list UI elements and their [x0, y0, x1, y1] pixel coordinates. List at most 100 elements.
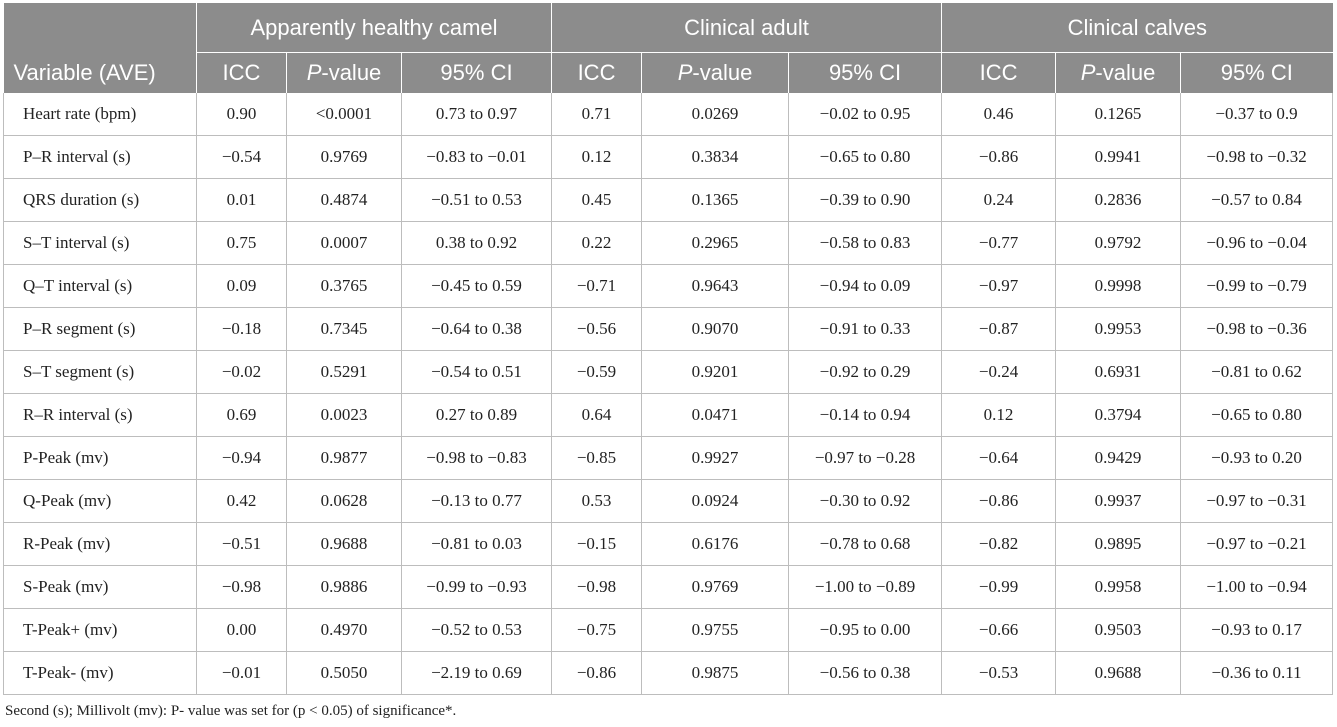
cell-healthy-ci: −0.13 to 0.77 [400, 479, 553, 523]
cell-healthy-icc: 0.75 [196, 221, 287, 265]
cell-variable: S–T interval (s) [3, 221, 197, 265]
cell-clinical-adult-icc: 0.53 [551, 479, 643, 523]
cell-clinical-calves-ci: −0.81 to 0.62 [1180, 350, 1334, 394]
cell-clinical-adult-ci: −0.58 to 0.83 [788, 221, 943, 265]
cell-clinical-calves-ci: −1.00 to −0.94 [1180, 565, 1334, 609]
table-row: Q-Peak (mv) 0.42 0.0628 −0.13 to 0.77 0.53 0.… [3, 479, 1334, 523]
table-row: T-Peak- (mv) −0.01 0.5050 −2.19 to 0.69 −0.8… [3, 651, 1334, 695]
cell-clinical-adult-icc: −0.59 [551, 350, 643, 394]
group-header-clinical-calves: Clinical calves [941, 3, 1333, 53]
cell-clinical-calves-p-value: 0.9688 [1055, 651, 1182, 695]
cell-healthy-icc: −0.18 [196, 307, 287, 351]
cell-clinical-adult-p-value: 0.9755 [641, 608, 790, 652]
cell-variable: P-Peak (mv) [3, 436, 197, 480]
cell-clinical-adult-ci: −0.14 to 0.94 [788, 393, 943, 437]
cell-clinical-calves-ci: −0.37 to 0.9 [1180, 93, 1334, 136]
cell-healthy-ci: −0.45 to 0.59 [400, 264, 553, 308]
table-row: S–T interval (s) 0.75 0.0007 0.38 to 0.92 0.… [3, 221, 1334, 265]
cell-clinical-adult-ci: −0.78 to 0.68 [788, 522, 943, 566]
cell-clinical-adult-p-value: 0.3834 [641, 135, 790, 179]
header-blank-cell [3, 3, 197, 53]
cell-clinical-adult-p-value: 0.9769 [641, 565, 790, 609]
table-row: QRS duration (s) 0.01 0.4874 −0.51 to 0.53 0… [3, 178, 1334, 222]
cell-healthy-icc: −0.51 [196, 522, 287, 566]
cell-healthy-p-value: 0.4874 [286, 178, 402, 222]
cell-clinical-adult-p-value: 0.9070 [641, 307, 790, 351]
column-header-icc: ICC [941, 52, 1056, 93]
cell-healthy-icc: 0.69 [196, 393, 287, 437]
cell-clinical-adult-ci: −0.56 to 0.38 [788, 651, 943, 695]
cell-clinical-calves-icc: 0.12 [941, 393, 1057, 437]
cell-variable: S-Peak (mv) [3, 565, 197, 609]
column-header-variable: Variable (AVE) [3, 52, 197, 93]
cell-clinical-adult-ci: −0.39 to 0.90 [788, 178, 943, 222]
cell-variable: R-Peak (mv) [3, 522, 197, 566]
cell-variable: R–R interval (s) [3, 393, 197, 437]
cell-healthy-ci: −0.64 to 0.38 [400, 307, 553, 351]
cell-clinical-adult-icc: 0.64 [551, 393, 643, 437]
cell-healthy-icc: −0.01 [196, 651, 287, 695]
cell-variable: S–T segment (s) [3, 350, 197, 394]
cell-clinical-calves-p-value: 0.9953 [1055, 307, 1182, 351]
cell-clinical-calves-ci: −0.97 to −0.21 [1180, 522, 1334, 566]
cell-healthy-ci: −2.19 to 0.69 [400, 651, 553, 695]
column-header-icc: ICC [196, 52, 287, 93]
cell-clinical-calves-ci: −0.99 to −0.79 [1180, 264, 1334, 308]
table-row: P-Peak (mv) −0.94 0.9877 −0.98 to −0.83 −0.8… [3, 436, 1334, 480]
p-italic-label: P [677, 60, 693, 85]
cell-clinical-adult-icc: −0.98 [551, 565, 643, 609]
cell-clinical-adult-p-value: 0.9643 [641, 264, 790, 308]
p-italic-label: P [306, 60, 322, 85]
cell-healthy-p-value: 0.3765 [286, 264, 402, 308]
cell-variable: T-Peak- (mv) [3, 651, 197, 695]
cell-healthy-ci: 0.38 to 0.92 [400, 221, 553, 265]
cell-clinical-adult-icc: 0.45 [551, 178, 643, 222]
cell-healthy-ci: −0.51 to 0.53 [400, 178, 553, 222]
cell-healthy-icc: −0.94 [196, 436, 287, 480]
table-row: T-Peak+ (mv) 0.00 0.4970 −0.52 to 0.53 −0.75… [3, 608, 1334, 652]
cell-clinical-adult-p-value: 0.0269 [641, 93, 790, 136]
cell-clinical-adult-ci: −1.00 to −0.89 [788, 565, 943, 609]
cell-healthy-icc: 0.09 [196, 264, 287, 308]
cell-clinical-adult-p-value: 0.1365 [641, 178, 790, 222]
column-header-ci: 95% CI [1180, 52, 1333, 93]
cell-variable: P–R interval (s) [3, 135, 197, 179]
cell-clinical-adult-ci: −0.91 to 0.33 [788, 307, 943, 351]
cell-clinical-calves-ci: −0.98 to −0.32 [1180, 135, 1334, 179]
cell-clinical-calves-icc: −0.66 [941, 608, 1057, 652]
p-value-suffix: -value [692, 60, 753, 85]
cell-healthy-p-value: 0.0023 [286, 393, 402, 437]
cell-clinical-adult-icc: 0.22 [551, 221, 643, 265]
cell-clinical-calves-icc: 0.24 [941, 178, 1057, 222]
cell-healthy-ci: −0.54 to 0.51 [400, 350, 553, 394]
cell-clinical-calves-ci: −0.98 to −0.36 [1180, 307, 1334, 351]
cell-variable: QRS duration (s) [3, 178, 197, 222]
cell-healthy-ci: −0.99 to −0.93 [400, 565, 553, 609]
cell-clinical-adult-ci: −0.30 to 0.92 [788, 479, 943, 523]
cell-variable: Q–T interval (s) [3, 264, 197, 308]
cell-clinical-calves-p-value: 0.9429 [1055, 436, 1182, 480]
column-header-row: Variable (AVE) ICC P-value 95% CI ICC P-… [3, 52, 1333, 93]
cell-clinical-calves-p-value: 0.9958 [1055, 565, 1182, 609]
table-row: P–R segment (s) −0.18 0.7345 −0.64 to 0.38−… [3, 307, 1334, 351]
cell-healthy-icc: 0.42 [196, 479, 287, 523]
cell-clinical-adult-icc: 0.12 [551, 135, 643, 179]
cell-clinical-adult-icc: −0.86 [551, 651, 643, 695]
cell-variable: Q-Peak (mv) [3, 479, 197, 523]
cell-healthy-icc: −0.98 [196, 565, 287, 609]
cell-healthy-ci: −0.52 to 0.53 [400, 608, 553, 652]
cell-healthy-p-value: 0.9877 [286, 436, 402, 480]
table-row: S-Peak (mv) −0.98 0.9886 −0.99 to −0.93 −0.9… [3, 565, 1334, 609]
column-header-ci: 95% CI [788, 52, 942, 93]
column-header-ci: 95% CI [400, 52, 552, 93]
cell-variable: P–R segment (s) [3, 307, 197, 351]
cell-clinical-calves-icc: −0.99 [941, 565, 1057, 609]
table-row: P–R interval (s) −0.54 0.9769 −0.83 to −0.0… [3, 135, 1334, 179]
cell-healthy-p-value: 0.9769 [286, 135, 402, 179]
cell-clinical-calves-icc: −0.82 [941, 522, 1057, 566]
cell-clinical-adult-p-value: 0.9927 [641, 436, 790, 480]
cell-clinical-calves-p-value: 0.3794 [1055, 393, 1182, 437]
cell-healthy-p-value: 0.9688 [286, 522, 402, 566]
column-header-icc: ICC [551, 52, 642, 93]
cell-clinical-calves-icc: −0.77 [941, 221, 1057, 265]
